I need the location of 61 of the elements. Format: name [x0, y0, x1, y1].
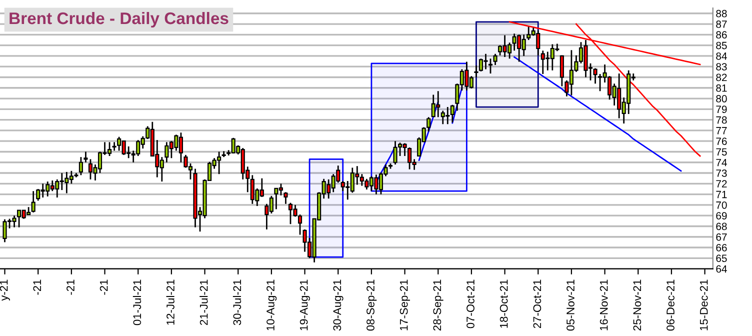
y-tick-label: 88 [716, 10, 727, 18]
y-tick-label: 80 [716, 95, 727, 102]
x-tick-label: 28-Sep-21 [433, 280, 444, 331]
y-tick-label: 77 [716, 127, 727, 134]
x-tick-label: 05-Nov-21 [566, 280, 574, 331]
candlestick [488, 58, 493, 74]
y-tick-label: 84 [716, 52, 727, 60]
x-tick-label: 17-Sep-21 [400, 280, 410, 330]
candlestick [284, 191, 288, 205]
y-tick-label: 87 [716, 20, 727, 28]
y-tick-label: 66 [716, 244, 727, 252]
x-tick-label: 01-Jul-21 [132, 280, 142, 326]
x-tick-label: 15-Dec-21 [700, 280, 708, 330]
candlestick [560, 54, 564, 87]
x-tick-label: -21 [33, 280, 41, 295]
x-tick-label: -21 [100, 280, 108, 295]
y-tick-label: 64 [716, 265, 727, 273]
candlestick [31, 190, 36, 214]
y-tick-label: 82 [716, 74, 727, 82]
y-tick-label: 73 [716, 170, 727, 177]
candlestick [450, 104, 454, 124]
x-tick-label: 30-Jul-21 [232, 280, 242, 326]
y-tick-label: 78 [716, 116, 727, 124]
x-tick-label: 06-Dec-21 [666, 280, 674, 331]
x-tick-label: 21-Jul-21 [200, 280, 208, 325]
chart-title: Brent Crude - Daily Candles [10, 12, 228, 28]
x-tick-label: -21 [66, 280, 74, 295]
y-tick-label: 76 [716, 138, 727, 145]
y-tick-label: 75 [716, 148, 727, 156]
y-tick-label: 67 [716, 233, 727, 241]
x-tick-label: 10-Aug-21 [266, 280, 277, 330]
y-tick-label: 65 [716, 254, 727, 262]
y-tick-label: 86 [716, 31, 727, 39]
y-tick-label: 68 [716, 222, 727, 230]
y-tick-label: 81 [716, 84, 727, 92]
y-tick-label: 74 [716, 158, 727, 166]
y-tick-label: 70 [716, 201, 727, 209]
x-tick-label: 19-Aug-21 [300, 280, 310, 330]
y-tick-label: 69 [716, 212, 727, 220]
y-tick-label: 83 [716, 63, 727, 70]
candlestick [84, 151, 88, 164]
candlestick [78, 156, 83, 176]
x-tick-label: 07-Oct-21 [466, 280, 474, 328]
x-tick-label: 27-Oct-21 [533, 280, 542, 328]
candlestick [426, 116, 431, 132]
y-tick-label: 79 [716, 106, 727, 114]
x-tick-label: 18-Oct-21 [500, 280, 508, 328]
x-tick-label: 25-Nov-21 [633, 280, 642, 331]
x-tick-label: y-21 [0, 280, 10, 301]
candlestick [493, 53, 498, 66]
candlestick [474, 64, 478, 78]
y-tick-label: 85 [716, 42, 727, 50]
y-tick-label: 72 [716, 180, 727, 188]
line-series [514, 56, 682, 172]
line-series [418, 101, 439, 161]
x-tick-label: 12-Jul-21 [166, 280, 174, 325]
y-tick-label: 71 [716, 190, 727, 198]
x-tick-label: 08-Sep-21 [366, 280, 377, 331]
candlestick [593, 68, 598, 84]
x-tick-label: 30-Aug-21 [333, 280, 344, 331]
x-tick-label: 16-Nov-21 [600, 280, 608, 330]
